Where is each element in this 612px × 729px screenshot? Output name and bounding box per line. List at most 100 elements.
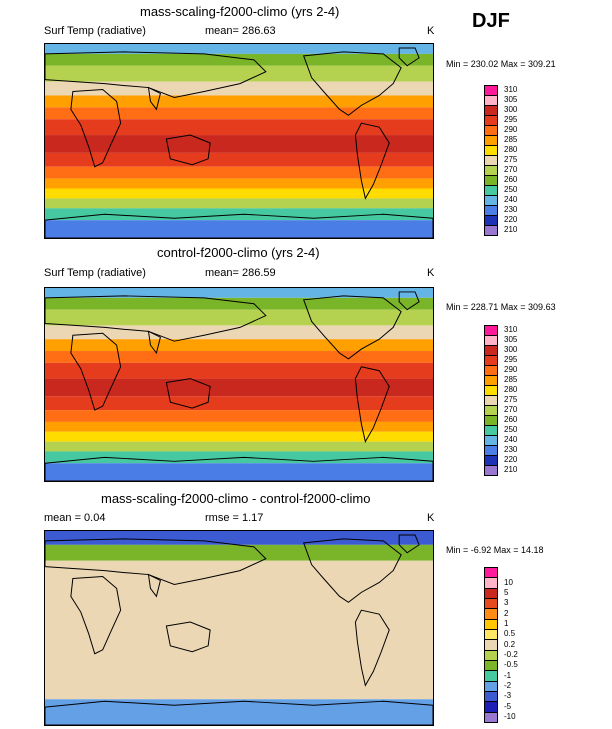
colorbar: 10 5 3 2 1 0.5 0.2 -0.2 -0.5 -1 -2 -3 -5 -10 [484, 567, 534, 723]
colorbar-level-label: 295 [504, 115, 518, 124]
map-panel [44, 43, 434, 239]
map-band [45, 107, 433, 120]
map-band [45, 421, 433, 432]
australia-outline [165, 134, 211, 166]
colorbar-level-label: -2 [504, 680, 512, 690]
map-band [45, 81, 433, 96]
mean-label: mean= 286.59 [205, 267, 276, 279]
map-band [45, 119, 433, 136]
south-america-outline [354, 609, 390, 687]
colorbar-level-label: -0.5 [504, 660, 518, 670]
colorbar-level-label: 270 [504, 165, 518, 174]
south-america-outline [354, 366, 390, 443]
colorbar-level-label: 270 [504, 405, 518, 414]
colorbar-level-label: 230 [504, 205, 518, 214]
colorbar-level-label: 275 [504, 395, 518, 404]
colorbar-level-label: -5 [504, 701, 512, 711]
colorbar-level-label: 5 [504, 587, 509, 597]
india-outline [147, 86, 161, 111]
africa-outline [70, 332, 122, 411]
colorbar-level-label: 220 [504, 455, 518, 464]
eurasia-outline [45, 538, 267, 585]
map-band [45, 431, 433, 442]
map-band [45, 325, 433, 340]
colorbar-level-label: 285 [504, 375, 518, 384]
colorbar-swatch [484, 225, 498, 236]
eurasia-outline [45, 51, 267, 98]
map-band [45, 362, 433, 379]
colorbar-level-label: 285 [504, 135, 518, 144]
map-band [45, 65, 433, 82]
map-band [45, 135, 433, 153]
colorbar-level-label: 310 [504, 325, 518, 334]
colorbar-level-label: 2 [504, 608, 509, 618]
colorbar-level-label: 0.5 [504, 629, 516, 639]
min-max-label: Min = 228.71 Max = 309.63 [446, 302, 556, 312]
colorbar-level-label: 260 [504, 175, 518, 184]
map-band [45, 309, 433, 326]
unit-label: K [427, 25, 435, 37]
colorbar-level-label: 290 [504, 125, 518, 134]
map-band [45, 463, 433, 481]
colorbar-level-label: 0.2 [504, 639, 516, 649]
panel-title: mass-scaling-f2000-climo (yrs 2-4) [140, 4, 340, 19]
antarctica-outline [45, 213, 433, 238]
colorbar-level-label: 10 [504, 577, 513, 587]
india-outline [147, 573, 161, 598]
colorbar-level-label: 230 [504, 445, 518, 454]
colorbar-level-label: 280 [504, 145, 518, 154]
colorbar-level-label: 310 [504, 85, 518, 94]
map-band [45, 288, 433, 298]
map-band [45, 44, 433, 54]
greenland-outline [398, 534, 420, 554]
map-band [45, 560, 433, 700]
map-band [45, 396, 433, 411]
map-field [45, 44, 433, 238]
colorbar-level-label: 240 [504, 195, 518, 204]
map-band [45, 188, 433, 199]
colorbar-level-label: -10 [504, 711, 516, 721]
colorbar-level-label: 305 [504, 335, 518, 344]
panel-title: mass-scaling-f2000-climo - control-f2000… [101, 491, 371, 506]
variable-label: Surf Temp (radiative) [44, 25, 146, 37]
colorbar-level-label: 220 [504, 215, 518, 224]
map-band [45, 198, 433, 209]
map-band [45, 166, 433, 179]
mean-label: mean= 286.63 [205, 25, 276, 37]
season-label: DJF [472, 10, 510, 32]
colorbar-level-label: 290 [504, 365, 518, 374]
map-band [45, 351, 433, 363]
colorbar-level-label: 300 [504, 345, 518, 354]
africa-outline [70, 576, 122, 655]
africa-outline [70, 89, 122, 168]
north-america-outline [302, 538, 402, 603]
min-max-label: Min = 230.02 Max = 309.21 [446, 59, 556, 69]
unit-label: K [427, 267, 435, 279]
map-band [45, 441, 433, 452]
map-band [45, 699, 433, 725]
mean-label: mean = 0.04 [44, 512, 106, 524]
antarctica-outline [45, 700, 433, 725]
colorbar-level-label: -0.2 [504, 649, 518, 659]
map-band [45, 53, 433, 66]
colorbar-level-label: 250 [504, 425, 518, 434]
map-band [45, 297, 433, 310]
map-band [45, 152, 433, 167]
variable-label: Surf Temp (radiative) [44, 267, 146, 279]
map-band [45, 378, 433, 397]
map-band [45, 410, 433, 422]
map-band [45, 178, 433, 189]
map-band [45, 531, 433, 545]
india-outline [147, 330, 161, 355]
colorbar: 310 305 300 295 290 285 280 275 270 260 250 240 230 2… [484, 325, 534, 476]
colorbar-level-label: 305 [504, 95, 518, 104]
colorbar-level-label: -3 [504, 691, 512, 701]
north-america-outline [302, 51, 402, 116]
colorbar-level-label: 260 [504, 415, 518, 424]
map-band [45, 220, 433, 238]
greenland-outline [398, 47, 420, 67]
eurasia-outline [45, 295, 267, 342]
map-panel [44, 530, 434, 726]
rmse-label: rmse = 1.17 [205, 512, 264, 524]
colorbar-level-label: 3 [504, 598, 509, 608]
